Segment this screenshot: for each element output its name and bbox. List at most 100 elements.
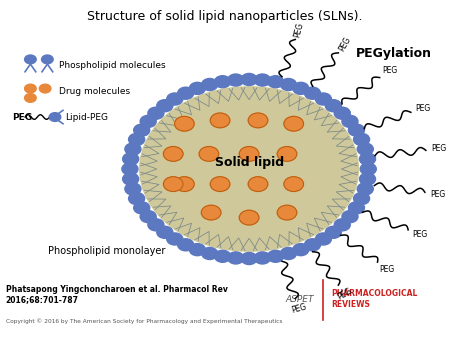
Circle shape: [239, 210, 259, 225]
Circle shape: [215, 250, 230, 262]
Circle shape: [254, 252, 270, 264]
Circle shape: [348, 124, 364, 136]
Text: Structure of solid lipid nanoparticles (SLNs).: Structure of solid lipid nanoparticles (…: [87, 10, 362, 23]
Circle shape: [210, 177, 230, 191]
Circle shape: [49, 113, 61, 121]
Circle shape: [178, 239, 194, 251]
Circle shape: [129, 134, 144, 145]
Text: PEG: PEG: [292, 21, 305, 38]
Circle shape: [334, 107, 350, 119]
Circle shape: [201, 205, 221, 220]
Circle shape: [357, 143, 374, 155]
Circle shape: [280, 78, 297, 91]
Circle shape: [189, 244, 205, 256]
Circle shape: [134, 202, 150, 214]
Circle shape: [163, 177, 183, 191]
Circle shape: [284, 116, 304, 131]
Circle shape: [360, 163, 376, 175]
Text: PEG: PEG: [382, 66, 397, 75]
Circle shape: [199, 147, 219, 161]
Circle shape: [334, 219, 350, 231]
Circle shape: [123, 173, 139, 185]
Text: PEG: PEG: [379, 265, 395, 274]
Circle shape: [360, 153, 375, 165]
Circle shape: [202, 78, 218, 91]
Circle shape: [277, 147, 297, 161]
Circle shape: [122, 163, 138, 175]
Circle shape: [305, 239, 320, 251]
Text: ASPET: ASPET: [285, 295, 314, 304]
Circle shape: [315, 233, 331, 245]
Text: PEG: PEG: [13, 113, 33, 122]
Circle shape: [125, 183, 141, 195]
Circle shape: [239, 147, 259, 161]
Text: PEG: PEG: [431, 190, 446, 198]
Circle shape: [25, 94, 36, 102]
Circle shape: [248, 113, 268, 128]
Circle shape: [325, 226, 342, 238]
Circle shape: [248, 177, 268, 191]
Circle shape: [140, 87, 358, 251]
Text: PEG: PEG: [413, 230, 428, 239]
Circle shape: [348, 202, 364, 214]
Circle shape: [354, 134, 369, 145]
Text: Phospholipid monolayer: Phospholipid monolayer: [48, 246, 165, 256]
Text: Solid lipid: Solid lipid: [215, 156, 284, 169]
Circle shape: [228, 74, 244, 86]
Circle shape: [293, 82, 309, 94]
Circle shape: [25, 84, 36, 93]
Text: PEG: PEG: [432, 144, 447, 153]
Circle shape: [325, 100, 342, 112]
Circle shape: [175, 177, 194, 191]
Text: PEG: PEG: [415, 103, 431, 113]
Text: PEG: PEG: [336, 286, 354, 301]
Circle shape: [305, 87, 320, 99]
Circle shape: [123, 153, 139, 165]
Circle shape: [148, 219, 164, 231]
Circle shape: [167, 93, 183, 105]
Circle shape: [215, 76, 230, 88]
Circle shape: [228, 252, 244, 264]
Text: PEGylation: PEGylation: [356, 47, 432, 60]
Circle shape: [167, 233, 183, 245]
Text: REVIEWS: REVIEWS: [332, 300, 370, 309]
Circle shape: [268, 76, 284, 88]
Circle shape: [140, 115, 156, 127]
Circle shape: [360, 173, 375, 185]
Circle shape: [148, 107, 164, 119]
Circle shape: [284, 177, 304, 191]
Circle shape: [163, 147, 183, 161]
Text: Phospholipid molecules: Phospholipid molecules: [59, 61, 166, 70]
Circle shape: [157, 100, 173, 112]
Text: PEG: PEG: [338, 35, 353, 53]
Circle shape: [134, 124, 150, 136]
Circle shape: [41, 55, 53, 64]
Circle shape: [178, 87, 194, 99]
Circle shape: [280, 247, 297, 260]
Circle shape: [354, 193, 369, 204]
Circle shape: [241, 252, 257, 265]
Text: Phatsapong Yingchoncharoen et al. Pharmacol Rev
2016;68:701-787: Phatsapong Yingchoncharoen et al. Pharma…: [6, 285, 228, 304]
Circle shape: [129, 193, 144, 204]
Text: PEG: PEG: [290, 302, 307, 315]
Text: Drug molecules: Drug molecules: [59, 88, 130, 96]
Circle shape: [210, 113, 230, 128]
Text: Lipid-PEG: Lipid-PEG: [65, 113, 108, 122]
Circle shape: [357, 183, 374, 195]
Circle shape: [315, 93, 331, 105]
Circle shape: [342, 211, 358, 223]
Text: PHARMACOLOGICAL: PHARMACOLOGICAL: [332, 289, 418, 297]
Circle shape: [268, 250, 284, 262]
Circle shape: [241, 73, 257, 86]
Circle shape: [125, 143, 141, 155]
Circle shape: [277, 205, 297, 220]
Circle shape: [189, 82, 205, 94]
Circle shape: [157, 226, 173, 238]
Circle shape: [342, 115, 358, 127]
Circle shape: [39, 84, 51, 93]
Circle shape: [293, 244, 309, 256]
Circle shape: [25, 55, 36, 64]
Text: Copyright © 2016 by The American Society for Pharmacology and Experimental Thera: Copyright © 2016 by The American Society…: [6, 319, 282, 324]
Circle shape: [140, 211, 156, 223]
Circle shape: [175, 116, 194, 131]
